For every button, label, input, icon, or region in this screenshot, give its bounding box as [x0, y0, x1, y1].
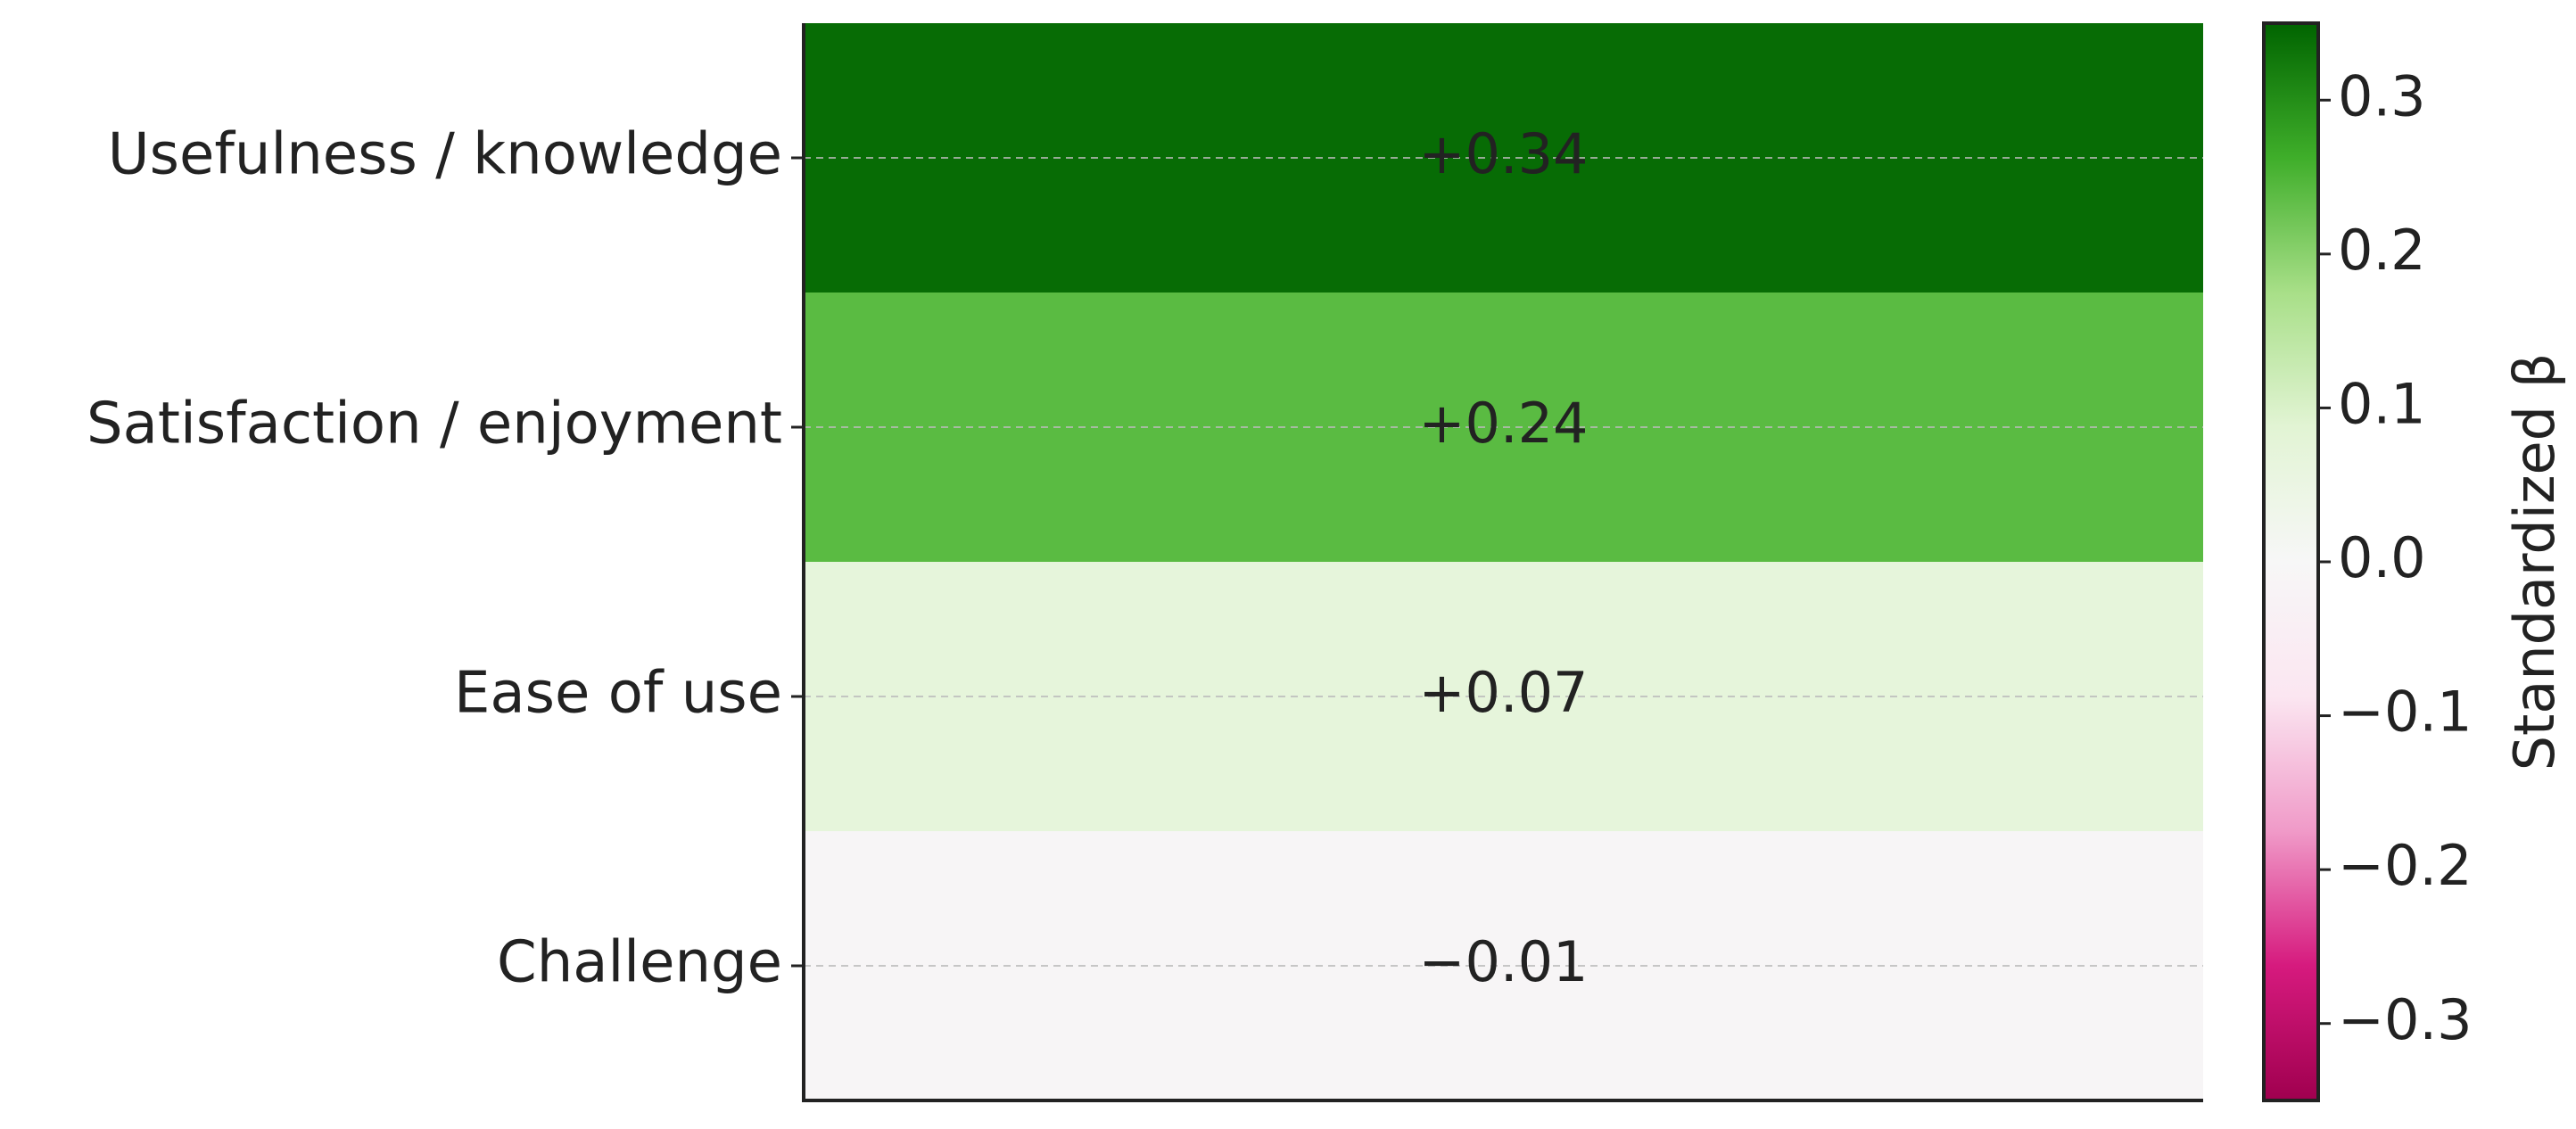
colorbar-tick-label: −0.2 — [2338, 833, 2473, 898]
y-tick-label: Satisfaction / enjoyment — [87, 391, 782, 457]
y-tick-label: Usefulness / knowledge — [108, 122, 782, 188]
colorbar-tick-label: −0.1 — [2338, 680, 2473, 745]
cell-value-label: +0.34 — [1419, 121, 1589, 186]
y-tick-label: Ease of use — [454, 661, 782, 727]
colorbar-tick-label: 0.3 — [2338, 63, 2426, 128]
colorbar-tick-label: 0.1 — [2338, 372, 2426, 437]
cell-value-label: −0.01 — [1419, 929, 1589, 994]
cell-value-label: +0.24 — [1419, 391, 1589, 456]
cell-value-label: +0.07 — [1419, 660, 1589, 725]
colorbar-label: Standardized β — [2502, 353, 2567, 771]
colorbar — [2262, 21, 2320, 1102]
colorbar-tick-label: 0.0 — [2338, 525, 2426, 590]
y-tick-label: Challenge — [497, 930, 782, 996]
axis-spine — [802, 23, 2203, 1102]
colorbar-tick-label: 0.2 — [2338, 218, 2426, 283]
colorbar-tick-label: −0.3 — [2338, 987, 2473, 1052]
